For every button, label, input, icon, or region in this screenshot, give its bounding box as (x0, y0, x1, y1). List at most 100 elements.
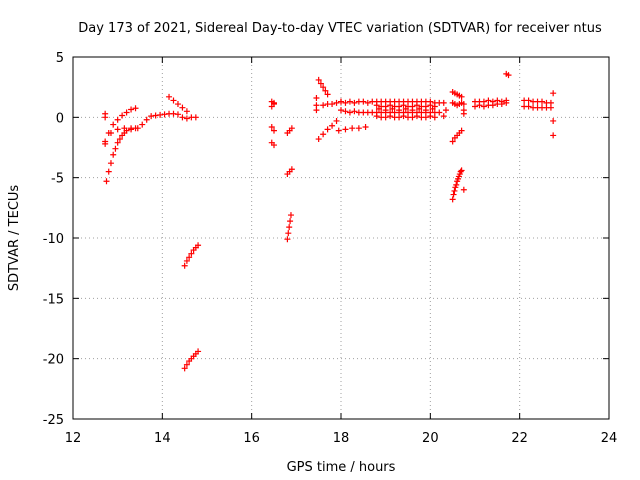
y-tick-label: 0 (56, 111, 64, 126)
data-point (181, 262, 188, 269)
data-point (114, 116, 121, 123)
data-point (284, 236, 291, 243)
data-point (505, 72, 512, 79)
data-point (373, 113, 380, 120)
data-point (494, 97, 501, 104)
data-point (287, 212, 294, 219)
data-point (442, 107, 449, 114)
data-point (181, 365, 188, 372)
data-point (128, 106, 135, 113)
data-point (503, 97, 510, 104)
data-point (351, 99, 358, 106)
data-point (170, 97, 177, 104)
data-point (105, 168, 112, 175)
data-point (320, 131, 327, 138)
data-point (183, 115, 190, 122)
data-point (174, 101, 181, 108)
data-point (539, 98, 545, 105)
data-point (183, 361, 190, 368)
data-point (102, 138, 109, 145)
data-point (288, 125, 295, 132)
data-point (342, 99, 349, 106)
data-point (413, 113, 420, 120)
data-point (346, 109, 353, 116)
y-tick-label: -25 (43, 413, 64, 428)
data-point (110, 151, 117, 158)
data-point (271, 99, 277, 106)
data-point (364, 99, 371, 106)
data-point (285, 230, 292, 237)
x-tick-label: 22 (511, 431, 528, 446)
data-point (396, 114, 403, 121)
y-axis-label: SDTVAR / TECUs (7, 185, 22, 292)
data-point (338, 107, 344, 114)
data-point (346, 98, 353, 105)
data-point (152, 112, 159, 119)
data-point (132, 125, 139, 132)
data-point (103, 178, 110, 185)
data-point (329, 122, 336, 129)
plot-frame (72, 56, 610, 420)
data-point (123, 127, 130, 134)
data-point (195, 242, 202, 249)
data-point (355, 125, 362, 132)
data-point (458, 167, 465, 174)
data-point (161, 111, 168, 118)
data-point (195, 348, 202, 355)
data-point (315, 136, 322, 143)
data-point (389, 105, 396, 112)
y-tick-label: -20 (43, 353, 64, 368)
data-point (324, 126, 331, 133)
data-point (429, 105, 436, 112)
data-point (102, 114, 109, 121)
data-point (382, 114, 389, 121)
data-point (460, 110, 467, 117)
data-point (485, 97, 492, 104)
data-point (373, 102, 380, 109)
data-point (286, 224, 293, 231)
data-point (396, 107, 403, 114)
y-tick-label: 5 (56, 51, 64, 66)
data-point (416, 105, 423, 112)
x-axis-label: GPS time / hours (287, 460, 396, 475)
data-points (102, 70, 557, 372)
data-point (317, 80, 324, 87)
data-point (271, 127, 277, 134)
data-point (114, 139, 121, 146)
data-point (409, 114, 416, 121)
data-point (449, 196, 456, 203)
data-point (449, 138, 456, 145)
data-point (413, 102, 420, 109)
data-point (342, 108, 349, 115)
data-point (387, 113, 394, 120)
data-point (179, 104, 186, 111)
x-tick-label: 16 (243, 431, 260, 446)
data-point (349, 125, 356, 132)
data-point (313, 95, 320, 102)
data-point (110, 121, 117, 128)
data-point (480, 98, 487, 105)
axis-ticks: 12 14 16 18 20 22 24 5 0 -5 -10 -15 -20 -25 (43, 51, 618, 446)
data-point (498, 98, 505, 105)
data-point (489, 98, 496, 105)
data-point (329, 101, 336, 108)
data-point (112, 145, 119, 152)
x-tick-label: 20 (422, 431, 439, 446)
data-point (333, 117, 340, 124)
data-point (440, 113, 447, 120)
data-point (436, 109, 443, 116)
data-point (458, 127, 465, 134)
y-tick-label: -5 (51, 172, 64, 187)
data-point (148, 113, 155, 120)
data-point (431, 114, 438, 121)
y-tick-label: -15 (43, 292, 64, 307)
data-point (116, 136, 123, 143)
data-point (132, 105, 139, 112)
data-point (382, 107, 389, 114)
data-point (427, 102, 434, 109)
data-point (119, 112, 126, 119)
data-point (460, 101, 467, 108)
data-point (188, 250, 195, 257)
data-point (288, 166, 295, 173)
